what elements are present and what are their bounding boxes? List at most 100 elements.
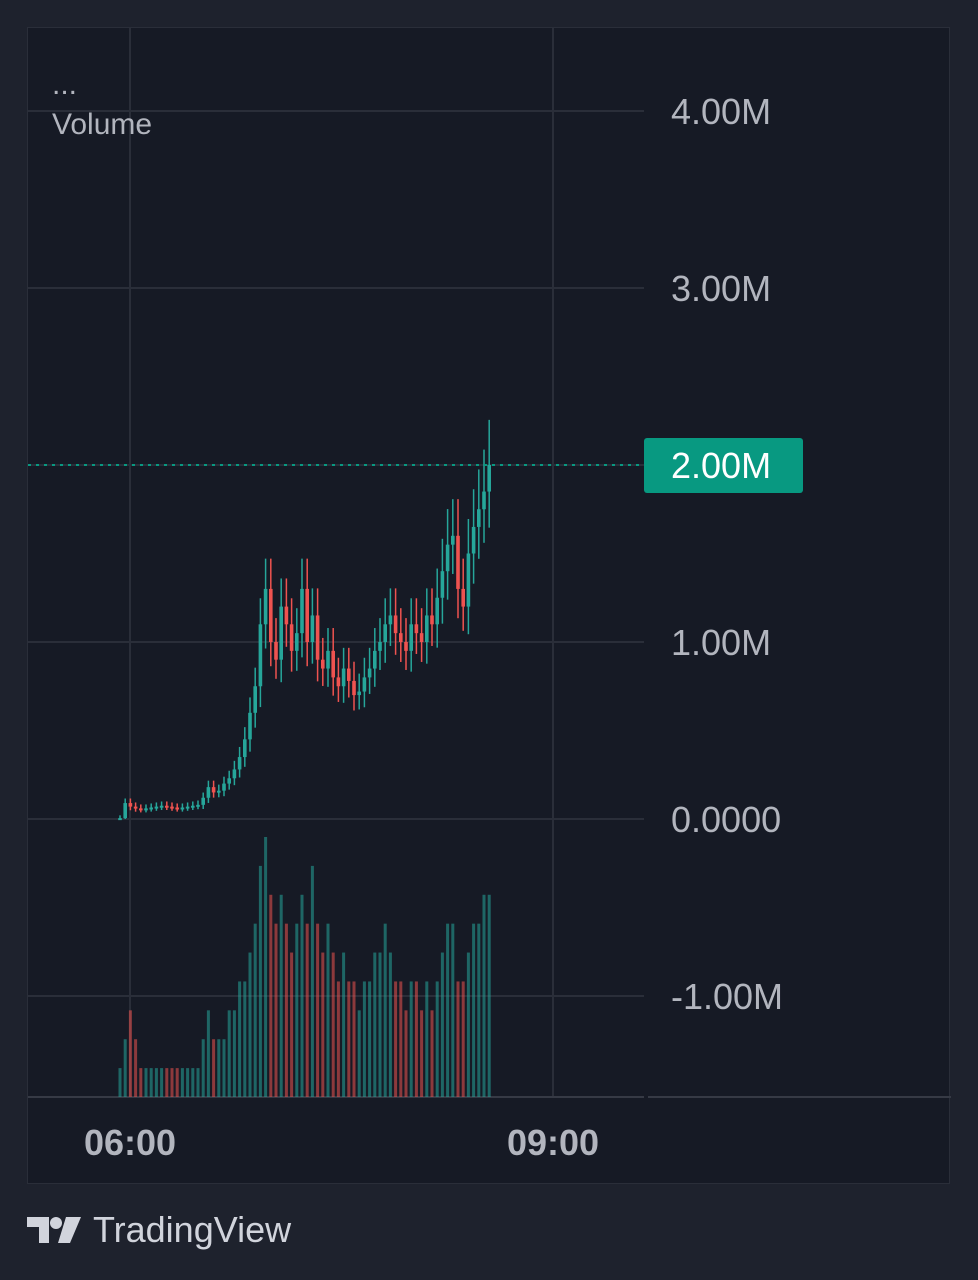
- volume-bar: [352, 981, 356, 1097]
- volume-bar: [331, 952, 335, 1097]
- volume-bar: [154, 1068, 158, 1097]
- chart-frame[interactable]: 4.00M 3.00M 2.00M 1.00M 0.0000 -1.00M 06:00 09…: [27, 27, 951, 1185]
- volume-bar: [310, 865, 314, 1097]
- volume-bar: [336, 981, 340, 1097]
- y-tick-label: 3.00M: [671, 268, 771, 309]
- volume-bar: [253, 923, 257, 1097]
- volume-bar: [461, 981, 465, 1097]
- volume-bar: [222, 1039, 226, 1097]
- volume-bar: [175, 1068, 179, 1097]
- candle-body: [144, 808, 148, 811]
- candle-body: [289, 624, 294, 651]
- candle-body: [159, 805, 164, 808]
- volume-bar: [300, 894, 304, 1097]
- candle-body: [232, 769, 237, 779]
- tradingview-logo-icon: [27, 1217, 81, 1243]
- x-tick-label: 09:00: [507, 1122, 599, 1163]
- candle-body: [201, 797, 205, 805]
- candle-body: [341, 668, 346, 687]
- brand-footer[interactable]: TradingView: [27, 1207, 291, 1253]
- volume-bar: [139, 1068, 143, 1097]
- candle-body: [274, 642, 278, 660]
- volume-bar: [326, 923, 330, 1097]
- volume-bar: [399, 981, 403, 1097]
- volume-bar: [165, 1068, 169, 1097]
- candle-body: [284, 606, 289, 625]
- candle-body: [315, 615, 320, 660]
- candle-body: [243, 739, 247, 758]
- volume-bar: [368, 981, 372, 1097]
- volume-bar: [316, 923, 320, 1097]
- current-value-tag: 2.00M: [644, 438, 803, 493]
- candle-body: [310, 615, 315, 642]
- volume-bar: [123, 1039, 127, 1097]
- volume-bar: [258, 865, 262, 1097]
- volume-bar: [362, 981, 366, 1097]
- candle-body: [409, 624, 413, 651]
- volume-bar: [206, 1010, 210, 1097]
- volume-bar: [144, 1068, 148, 1097]
- volume-bar: [295, 923, 299, 1097]
- volume-bar: [212, 1039, 216, 1097]
- candle-body: [461, 588, 465, 607]
- candle-body: [269, 588, 273, 642]
- volume-bar: [290, 952, 294, 1097]
- candle-body: [326, 650, 330, 669]
- candle-body: [347, 668, 351, 681]
- legend-indicator-name[interactable]: Volume: [52, 108, 152, 141]
- candle-body: [399, 633, 403, 642]
- y-tick-label: 0.0000: [671, 799, 781, 840]
- candle-body: [295, 633, 299, 651]
- candle-body: [445, 544, 450, 572]
- volume-bar: [347, 981, 351, 1097]
- candle-body: [170, 806, 174, 809]
- candle-body: [305, 588, 309, 642]
- candle-body: [237, 757, 242, 770]
- candle-body: [451, 535, 455, 545]
- volume-bars: [118, 837, 491, 1097]
- candle-body: [206, 787, 211, 798]
- candle-body: [425, 615, 429, 642]
- candle-body: [139, 808, 143, 811]
- volume-bar: [420, 1010, 424, 1097]
- candle-body: [393, 615, 398, 634]
- x-axis-labels: 06:00 09:00: [84, 1122, 599, 1163]
- volume-bar: [284, 923, 288, 1097]
- candle-body: [227, 778, 231, 784]
- candle-body: [482, 491, 486, 510]
- volume-bar: [134, 1039, 138, 1097]
- volume-bar: [118, 1068, 122, 1097]
- y-tick-label: 4.00M: [671, 91, 771, 132]
- candle-body: [217, 790, 221, 793]
- volume-bar: [466, 952, 470, 1097]
- volume-bar: [342, 952, 346, 1097]
- candle-body: [383, 624, 387, 642]
- volume-bar: [149, 1068, 153, 1097]
- candle-body: [357, 691, 361, 696]
- volume-bar: [446, 923, 450, 1097]
- volume-bar: [482, 894, 486, 1097]
- volume-bar: [217, 1039, 221, 1097]
- volume-bar: [232, 1010, 236, 1097]
- candle-body: [279, 606, 283, 660]
- candle-body: [352, 680, 356, 696]
- y-tick-label: 1.00M: [671, 622, 771, 663]
- volume-bar: [201, 1039, 205, 1097]
- candle-body: [367, 668, 372, 678]
- volume-bar: [378, 952, 382, 1097]
- legend-menu-icon[interactable]: ...: [52, 68, 77, 101]
- volume-bar: [404, 1010, 408, 1097]
- brand-name: TradingView: [93, 1209, 292, 1250]
- volume-bar: [414, 981, 418, 1097]
- volume-bar: [274, 923, 278, 1097]
- candle-body: [154, 806, 159, 809]
- volume-bar: [394, 981, 398, 1097]
- chart-canvas[interactable]: 4.00M 3.00M 2.00M 1.00M 0.0000 -1.00M 06:00 09…: [28, 28, 951, 1185]
- volume-bar: [440, 952, 444, 1097]
- candle-body: [118, 818, 122, 821]
- x-tick-label: 06:00: [84, 1122, 176, 1163]
- candle-body: [419, 633, 424, 642]
- candle-body: [362, 677, 367, 692]
- volume-bar: [435, 981, 439, 1097]
- candle-body: [258, 624, 263, 687]
